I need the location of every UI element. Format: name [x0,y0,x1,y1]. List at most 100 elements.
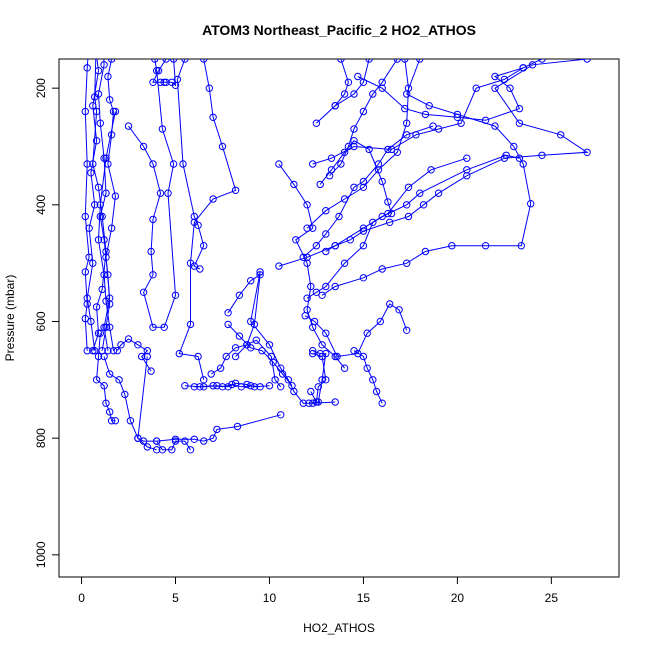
data-point [117,341,125,349]
data-point [143,443,152,451]
series-line [137,356,191,451]
data-point [363,364,371,372]
series-20 [224,320,296,390]
data-point [138,352,146,361]
data-point [265,341,274,349]
data-point [303,294,311,302]
data-point [218,142,227,151]
series-line [278,154,520,267]
data-point [151,59,159,63]
data-point [213,425,221,434]
data-point [243,380,251,389]
data-point [395,306,403,314]
data-point [106,408,114,416]
data-point [115,376,123,384]
data-point [92,303,101,311]
series-33 [354,59,546,125]
data-point [149,160,157,168]
x-axis-label: HO2_ATHOS [303,621,375,635]
y-tick-label: 200 [34,78,48,98]
data-point [448,242,456,250]
data-point [154,67,163,75]
series-line [97,111,116,351]
data-point [331,282,339,291]
data-point [309,224,317,232]
data-point [481,116,490,125]
data-point [111,192,120,200]
data-point [186,320,195,329]
data-point [175,349,184,358]
series-36 [307,349,330,406]
data-point [354,72,362,81]
y-axis-label: Pressure (mbar) [3,275,17,362]
data-point [337,59,345,63]
x-tick-label: 10 [263,591,277,605]
data-point [359,183,368,192]
data-point [403,326,411,334]
data-point [312,119,321,127]
data-point [340,364,349,372]
data-point [425,102,433,110]
data-point [472,84,480,92]
series-line [92,59,107,351]
series-line [334,59,349,107]
data-point [528,61,537,69]
series-11 [124,59,180,331]
data-point [307,387,315,396]
data-point [100,154,108,162]
data-point [96,119,105,127]
data-point [333,352,341,361]
data-point [107,224,116,232]
series-37 [322,59,591,256]
series-line [96,333,116,422]
data-point [384,198,392,206]
data-point [171,435,180,443]
data-point [149,271,157,279]
data-point [350,347,358,355]
data-point [87,317,95,326]
data-point [222,352,230,361]
series-line [306,59,410,229]
data-point [134,434,142,442]
data-point [290,180,298,189]
data-point [401,59,409,63]
data-point [491,72,499,81]
data-point [91,93,99,101]
data-point [173,75,182,84]
data-point [96,201,105,209]
data-point [277,383,285,391]
data-point [81,107,90,116]
series-line [304,303,408,358]
data-point [83,347,91,355]
data-point [233,422,242,431]
data-point [457,119,465,127]
data-point [463,172,471,180]
data-point [305,399,313,407]
series-6 [94,107,120,355]
series-23 [303,59,413,232]
data-point [200,437,208,445]
data-point [181,59,189,63]
data-point [205,84,214,92]
series-15 [153,411,285,445]
data-point [318,291,326,299]
data-point [92,137,101,145]
data-point [318,376,326,384]
data-point [284,376,292,384]
data-point [196,265,204,273]
data-point [519,160,527,168]
data-point [121,390,129,399]
data-point [404,183,413,192]
data-point [517,242,525,250]
data-point [403,259,411,267]
data-point [372,387,381,396]
y-tick-label: 400 [34,195,48,215]
data-point [164,189,172,197]
data-point [83,300,91,308]
data-point [327,154,336,162]
data-point [100,382,108,390]
series-line [319,140,393,214]
data-point [463,166,471,174]
series-27 [303,154,471,302]
data-point [109,347,118,355]
